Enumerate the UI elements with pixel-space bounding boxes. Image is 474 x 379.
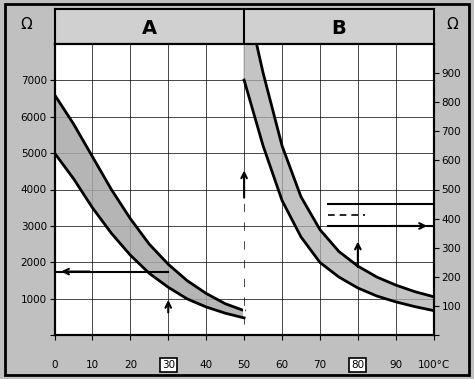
Text: B: B: [331, 19, 346, 38]
Text: 50: 50: [237, 360, 251, 370]
Text: 90: 90: [389, 360, 402, 370]
Polygon shape: [244, 0, 434, 311]
Text: 80: 80: [351, 360, 365, 370]
Text: 100°C: 100°C: [418, 360, 450, 370]
Text: Ω: Ω: [447, 17, 458, 32]
Text: A: A: [142, 19, 157, 38]
Text: 0: 0: [51, 360, 58, 370]
Text: 40: 40: [200, 360, 213, 370]
Text: 30: 30: [162, 360, 175, 370]
Text: 60: 60: [275, 360, 289, 370]
Text: 10: 10: [86, 360, 99, 370]
Polygon shape: [55, 95, 244, 318]
Text: 20: 20: [124, 360, 137, 370]
Text: 70: 70: [313, 360, 327, 370]
Text: Ω: Ω: [20, 17, 32, 32]
